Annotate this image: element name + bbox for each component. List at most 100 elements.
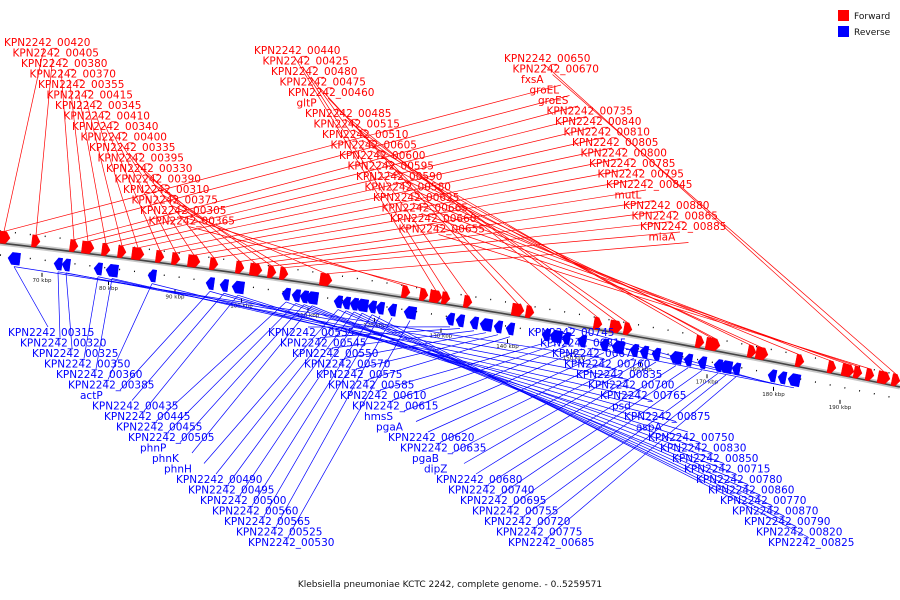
forward-leader-line (35, 58, 53, 236)
reverse-leader-line (155, 301, 287, 422)
reverse-gene-arrow-shape (505, 322, 516, 336)
reverse-leader-line (65, 272, 73, 349)
reverse-gene-arrow-shape (731, 362, 742, 376)
reverse-gene-arrow-shape (561, 331, 572, 345)
forward-gene-arrow (852, 365, 863, 379)
forward-gene-arrow-shape (710, 338, 721, 352)
reverse-gene-label: KPN2242_00560 (212, 506, 298, 518)
reverse-leader-line (237, 294, 701, 443)
forward-leader-line (86, 100, 123, 246)
forward-swatch (838, 10, 849, 21)
reverse-leader-line (151, 283, 665, 412)
forward-gene-label: KPN2242_00670 (513, 64, 599, 76)
reverse-leader-line (353, 311, 785, 517)
forward-gene-arrow-shape (400, 285, 411, 299)
reverse-gene-arrow-shape (7, 252, 21, 266)
forward-gene-label: KPN2242_00810 (564, 127, 650, 139)
reverse-gene-arrow-shape (683, 353, 694, 367)
reverse-leader-line (451, 357, 635, 454)
reverse-leader-line (287, 320, 411, 538)
reverse-gene-label: KPN2242_00535 (268, 327, 354, 339)
reverse-leader-line (403, 345, 567, 412)
reverse-gene-label: KPN2242_00835 (576, 369, 662, 381)
reverse-gene-label: KPN2242_00435 (92, 401, 178, 413)
reverse-leader-line (65, 272, 629, 380)
reverse-gene-arrow (479, 318, 494, 332)
reverse-leader-line (239, 312, 363, 496)
forward-gene-arrow (462, 294, 473, 308)
forward-leader-line (361, 139, 701, 337)
reverse-leader-line (57, 271, 61, 338)
forward-gene-label: KPN2242_00420 (4, 37, 90, 49)
reverse-gene-arrow-shape (205, 277, 216, 291)
reverse-gene-arrow (403, 306, 418, 320)
reverse-leader-line (119, 291, 211, 391)
reverse-leader-line (567, 326, 773, 384)
reverse-gene-labels: KPN2242_00315KPN2242_00320KPN2242_00325K… (8, 266, 854, 549)
reverse-gene-label: KPN2242_00815 (540, 338, 626, 350)
reverse-leader-line (83, 276, 99, 359)
forward-leader-line (120, 142, 195, 256)
reverse-leader-line (263, 315, 381, 517)
reverse-leader-line (223, 292, 689, 433)
forward-gene-arrow (754, 346, 769, 361)
forward-leader-line (395, 181, 763, 348)
forward-gene-label: gltP (297, 98, 317, 110)
forward-gene-label: KPN2242_00865 (632, 211, 718, 223)
reverse-gene-arrow (333, 295, 344, 309)
forward-gene-arrow-shape (440, 291, 451, 305)
reverse-leader-line (427, 352, 605, 433)
forward-leader-line (103, 121, 161, 251)
reverse-leader-line (131, 293, 225, 401)
forward-gene-arrow-shape (890, 373, 900, 387)
forward-gene-arrow-shape (524, 305, 535, 319)
forward-gene-label: KPN2242_00885 (640, 221, 726, 233)
reverse-gene-arrow-shape (93, 262, 103, 276)
forward-gene-label: KPN2242_00340 (72, 121, 158, 133)
reverse-gene-arrow-shape (455, 314, 466, 328)
reverse-gene-label: phnH (164, 464, 192, 476)
reverse-leader-line (295, 303, 725, 464)
forward-gene-arrow-shape (852, 365, 863, 379)
reverse-gene-arrow-shape (375, 301, 386, 315)
axis-tick-label: 150 kbp (563, 355, 586, 361)
forward-leader-line (60, 68, 75, 240)
reverse-gene-label: KPN2242_00325 (32, 348, 118, 360)
reverse-gene-arrow-shape (299, 290, 310, 304)
forward-gene-label: fxsA (521, 74, 544, 86)
reverse-leader-line (535, 374, 727, 527)
reverse-gene-label: KPN2242_00320 (20, 338, 106, 350)
reverse-gene-label: KPN2242_00455 (116, 422, 202, 434)
reverse-gene-arrow-shape (445, 312, 456, 326)
reverse-gene-label: KPN2242_00615 (352, 401, 438, 413)
reverse-gene-arrow (787, 373, 802, 388)
forward-leader-line (271, 221, 672, 267)
forward-gene-arrow-shape (840, 363, 855, 378)
reverse-gene-label: KPN2242_00765 (600, 390, 686, 402)
forward-gene-arrow (794, 354, 805, 368)
forward-gene-label: KPN2242_00735 (547, 106, 633, 118)
forward-gene-arrow-shape (418, 287, 429, 301)
reverse-gene-arrow-shape (53, 257, 63, 271)
forward-gene-label: KPN2242_00480 (271, 66, 357, 78)
reverse-gene-label: phnP (140, 443, 166, 455)
forward-gene-label: KPN2242_00650 (504, 53, 590, 65)
reverse-gene-label: KPN2242_00495 (188, 485, 274, 497)
reverse-leader-line (415, 348, 583, 422)
reverse-gene-arrow (387, 303, 398, 317)
reverse-gene-label: KPN2242_00350 (44, 359, 130, 371)
reverse-gene-label: KPN2242_00500 (200, 495, 286, 507)
forward-gene-arrow (622, 322, 633, 336)
forward-gene-arrow-shape (592, 316, 603, 330)
forward-gene-label: KPN2242_00485 (305, 108, 391, 120)
forward-gene-arrow (418, 287, 429, 301)
forward-gene-arrow (81, 240, 95, 254)
forward-gene-arrow (524, 305, 535, 319)
forward-gene-arrow-shape (0, 230, 11, 244)
reverse-gene-arrow-shape (367, 300, 378, 314)
reverse-gene-label: KPN2242_00830 (660, 443, 746, 455)
forward-gene-label: KPN2242_00400 (81, 132, 167, 144)
reverse-gene-label: KPN2242_00875 (624, 411, 710, 423)
